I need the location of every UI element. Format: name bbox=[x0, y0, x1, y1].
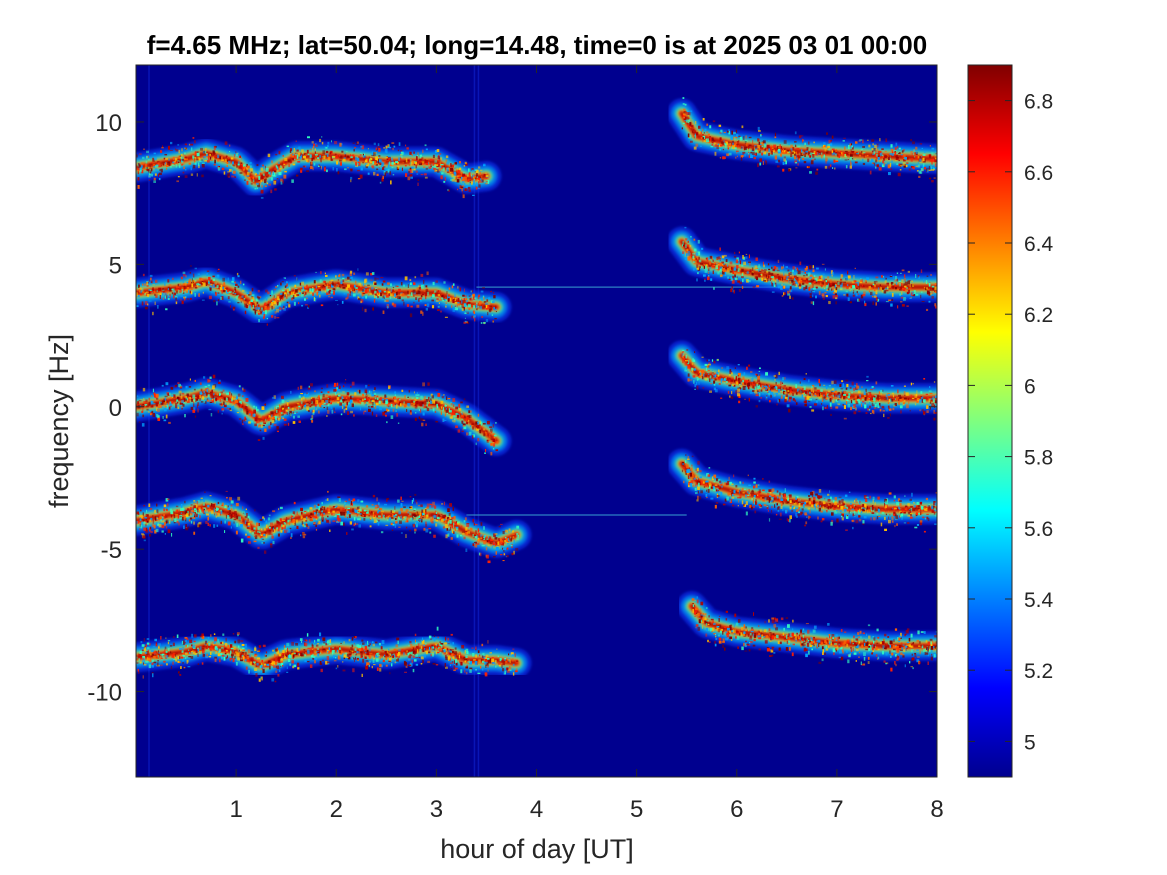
colorbar-tick-label: 6.8 bbox=[1024, 91, 1053, 114]
echo-trace-segment bbox=[666, 448, 937, 533]
x-tick-label: 1 bbox=[229, 796, 242, 823]
colorbar bbox=[967, 64, 1013, 778]
colorbar-tick-label: 6 bbox=[1024, 375, 1036, 398]
x-tick-label: 3 bbox=[430, 796, 443, 823]
x-tick-label: 8 bbox=[930, 796, 943, 823]
colorbar-axis: 6.8 6.6 6.4 6.2 6 5.8 5.6 5.4 5.2 5 bbox=[968, 91, 1054, 754]
echo-trace-segment bbox=[136, 136, 502, 199]
y-axis: 10 5 0 -5 -10 bbox=[87, 110, 937, 707]
y-tick-label: 10 bbox=[95, 110, 122, 137]
echo-trace-segment bbox=[666, 226, 937, 311]
x-axis-label: hour of day [UT] bbox=[440, 834, 634, 864]
y-tick-label: 0 bbox=[109, 395, 122, 422]
colorbar-tick-label: 6.4 bbox=[1024, 233, 1054, 256]
y-axis-label: frequency [Hz] bbox=[44, 334, 74, 508]
echo-traces bbox=[136, 65, 937, 777]
x-tick-label: 5 bbox=[630, 796, 643, 823]
echo-trace-segment bbox=[666, 97, 937, 183]
colorbar-tick-label: 5.2 bbox=[1024, 660, 1053, 683]
echo-trace-segment bbox=[136, 265, 512, 326]
x-tick-label: 4 bbox=[530, 796, 543, 823]
x-axis: 1 2 3 4 5 6 7 8 bbox=[229, 65, 944, 823]
echo-trace-segment bbox=[136, 490, 532, 564]
y-tick-label: 5 bbox=[109, 252, 122, 279]
colorbar-tick-label: 5 bbox=[1024, 731, 1036, 754]
colorbar-tick-label: 5.6 bbox=[1024, 518, 1053, 541]
colorbar-tick-label: 5.4 bbox=[1024, 589, 1054, 612]
x-tick-label: 6 bbox=[730, 796, 743, 823]
echo-trace-segment bbox=[676, 591, 937, 672]
y-tick-label: -5 bbox=[101, 537, 122, 564]
x-tick-label: 7 bbox=[830, 796, 843, 823]
chart-title: f=4.65 MHz; lat=50.04; long=14.48, time=… bbox=[147, 30, 927, 60]
echo-trace-segment bbox=[136, 626, 532, 683]
y-tick-label: -10 bbox=[87, 680, 122, 707]
colorbar-tick-label: 6.2 bbox=[1024, 304, 1053, 327]
echo-trace-segment bbox=[136, 374, 512, 456]
echo-trace-segment bbox=[666, 340, 937, 421]
colorbar-tick-label: 5.8 bbox=[1024, 447, 1053, 470]
x-tick-label: 2 bbox=[330, 796, 343, 823]
colorbar-tick-label: 6.6 bbox=[1024, 162, 1053, 185]
